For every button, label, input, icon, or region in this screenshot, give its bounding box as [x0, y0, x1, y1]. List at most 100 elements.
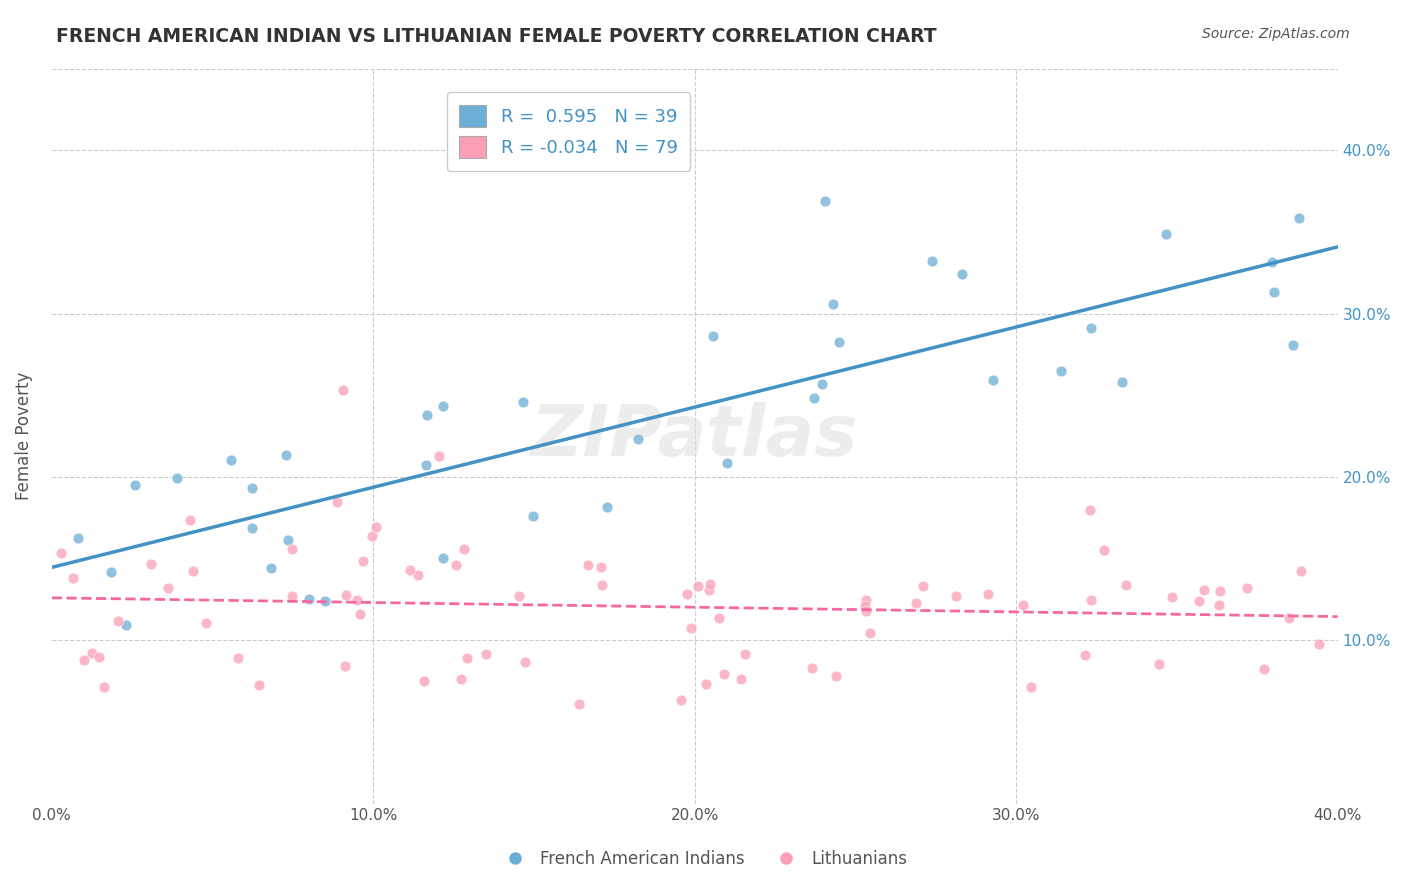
Point [1308, 637, 1330, 651]
Point [277, 533, 299, 548]
Text: FRENCH AMERICAN INDIAN VS LITHUANIAN FEMALE POVERTY CORRELATION CHART: FRENCH AMERICAN INDIAN VS LITHUANIAN FEM… [56, 27, 936, 45]
Point [49, 546, 72, 560]
Point [427, 449, 450, 463]
Point [280, 542, 302, 557]
Point [589, 560, 612, 574]
Point [260, 561, 283, 575]
Point [1208, 598, 1230, 612]
Point [124, 478, 146, 492]
Point [855, 593, 877, 607]
Point [699, 577, 721, 591]
Point [1115, 578, 1137, 592]
Point [413, 674, 436, 689]
Point [734, 648, 756, 662]
Point [921, 253, 943, 268]
Point [364, 520, 387, 534]
Point [226, 650, 249, 665]
Point [1188, 593, 1211, 607]
Point [911, 579, 934, 593]
Point [950, 267, 973, 281]
Point [716, 456, 738, 470]
Point [181, 564, 204, 578]
Point [814, 194, 837, 208]
Point [166, 471, 188, 485]
Point [333, 658, 356, 673]
Point [681, 621, 703, 635]
Point [1050, 363, 1073, 377]
Point [297, 592, 319, 607]
Point [1161, 591, 1184, 605]
Point [977, 587, 1000, 601]
Point [194, 615, 217, 630]
Point [1080, 592, 1102, 607]
Point [707, 611, 730, 625]
Point [513, 655, 536, 669]
Point [62, 571, 84, 585]
Point [219, 452, 242, 467]
Point [1012, 599, 1035, 613]
Point [1147, 657, 1170, 671]
Point [1291, 564, 1313, 578]
Point [332, 383, 354, 397]
Point [713, 667, 735, 681]
Point [450, 672, 472, 686]
Point [1236, 581, 1258, 595]
Point [827, 334, 849, 349]
Point [346, 593, 368, 607]
Point [1074, 648, 1097, 663]
Point [107, 614, 129, 628]
Point [240, 521, 263, 535]
Point [1253, 662, 1275, 676]
Point [93, 680, 115, 694]
Point [803, 391, 825, 405]
Point [578, 558, 600, 573]
Y-axis label: Female Poverty: Female Poverty [15, 372, 32, 500]
Point [1208, 583, 1230, 598]
Point [702, 329, 724, 343]
Point [591, 578, 613, 592]
Point [406, 568, 429, 582]
Point [568, 697, 591, 711]
Point [800, 661, 823, 675]
Point [688, 579, 710, 593]
Point [415, 458, 437, 472]
Point [1078, 503, 1101, 517]
Point [675, 587, 697, 601]
Point [475, 648, 498, 662]
Point [416, 408, 439, 422]
Point [669, 692, 692, 706]
Point [1080, 321, 1102, 335]
Point [1261, 255, 1284, 269]
Point [1278, 610, 1301, 624]
Point [821, 297, 844, 311]
Point [853, 599, 876, 613]
Point [100, 565, 122, 579]
Text: Source: ZipAtlas.com: Source: ZipAtlas.com [1202, 27, 1350, 41]
Point [335, 588, 357, 602]
Point [730, 672, 752, 686]
Legend: R =  0.595   N = 39, R = -0.034   N = 79: R = 0.595 N = 39, R = -0.034 N = 79 [447, 92, 690, 170]
Point [247, 678, 270, 692]
Point [432, 399, 454, 413]
Point [1192, 583, 1215, 598]
Point [1263, 285, 1285, 299]
Point [89, 650, 111, 665]
Point [522, 509, 544, 524]
Point [981, 373, 1004, 387]
Point [139, 557, 162, 571]
Point [512, 395, 534, 409]
Point [1288, 211, 1310, 225]
Point [73, 653, 96, 667]
Point [697, 582, 720, 597]
Point [456, 650, 478, 665]
Point [326, 494, 349, 508]
Point [945, 589, 967, 603]
Text: ZIPatlas: ZIPatlas [531, 401, 859, 471]
Point [349, 607, 371, 622]
Point [695, 676, 717, 690]
Point [824, 668, 846, 682]
Point [314, 593, 336, 607]
Point [115, 617, 138, 632]
Point [444, 558, 467, 572]
Point [1154, 227, 1177, 242]
